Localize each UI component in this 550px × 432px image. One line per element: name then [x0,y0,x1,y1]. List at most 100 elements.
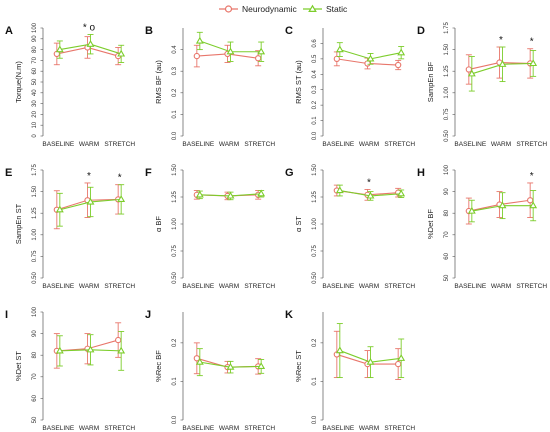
panel-g: Gα ST 0.50 0.75 1.00 1.25 1.50 BASELINE WARM STR… [285,164,415,290]
panel-label: G [285,167,294,179]
data-point-neurodynamic [255,55,262,62]
significance-marker: * [530,171,534,182]
x-tick-label-stretch: STRETCH [244,283,275,290]
data-point-static [117,49,126,57]
x-tick-label-stretch: STRETCH [104,141,135,148]
y-tick-label: 1.00 [32,228,38,240]
y-tick-label: 90 [32,35,38,42]
data-point-static [226,191,235,199]
y-tick-label: 0.0 [312,415,318,424]
y-tick-label: 90 [32,330,38,337]
data-point-static [257,189,266,197]
y-tick-label: 0.0 [172,131,178,140]
x-tick-label-baseline: BASELINE [322,141,354,148]
data-point-static [257,362,266,370]
x-tick-label-baseline: BASELINE [182,283,214,290]
data-point-static [226,362,235,370]
panel-i: I %Det ST 50 60 70 80 90 100 BASELINE WARM STRETCH [5,306,135,432]
data-point-static [397,354,406,361]
y-tick-label: 0.50 [172,272,178,284]
y-tick-label: 1.50 [172,164,178,176]
y-tick-label: 0.0 [312,131,318,140]
y-axis-label: α ST [294,216,303,232]
y-axis-label: Torque(N.m) [14,61,23,103]
x-tick-label-stretch: STRETCH [104,283,135,290]
significance-marker: * [118,173,122,184]
data-point-static [257,47,266,55]
data-point-static [86,39,95,47]
x-tick-label-baseline: BASELINE [322,283,354,290]
x-tick-label-warm: WARM [359,425,379,432]
y-tick-label: 0.5 [312,54,318,63]
data-point-static [195,190,204,198]
data-point-static [55,346,64,354]
panel-k: K %Rec ST 0.0 0.1 0.2 BASELINE WARM STRETCH [285,309,415,432]
panel-c: C RMS ST (au) 0.0 0.1 0.2 0.3 0.4 0.5 0.6 BASELIN… [285,25,415,148]
y-tick-label: 1.25 [172,191,178,203]
data-point-neurodynamic [193,52,200,60]
panel-label: E [5,167,12,179]
panel-label: A [5,25,13,37]
y-tick-label: 0.1 [172,110,178,119]
y-tick-label: 1.25 [32,207,38,219]
x-tick-label-baseline: BASELINE [322,425,354,432]
y-tick-label: 50 [32,78,38,85]
y-tick-label: 70 [32,56,38,63]
y-tick-label: 0 [32,134,38,138]
x-tick-label-warm: WARM [79,283,99,290]
x-tick-label-stretch: STRETCH [516,283,547,290]
y-tick-label: 80 [32,351,38,358]
panel-label: J [145,309,151,321]
data-point-neurodynamic [395,61,402,69]
y-tick-label: 0.2 [312,338,318,347]
y-tick-label: 1.75 [444,22,450,34]
data-point-static [529,201,538,209]
significance-marker: * o [83,22,96,33]
data-point-static [86,197,95,205]
y-tick-label: 0.75 [172,245,178,257]
y-tick-label: 0.2 [172,88,178,97]
data-point-static [195,36,204,44]
y-tick-label: 30 [32,100,38,107]
y-axis-label: %Det ST [14,351,23,381]
y-tick-label: 60 [444,252,450,259]
x-tick-label-stretch: STRETCH [516,141,547,148]
significance-marker: * [87,171,91,182]
data-point-static [117,346,126,354]
x-tick-label-baseline: BASELINE [182,425,214,432]
data-point-static [467,69,476,77]
data-point-static [335,45,344,53]
y-tick-label: 0.1 [312,377,318,386]
panel-j: J %Rec BF 0.0 0.1 0.2 BASELINE WARM STRETCH [145,309,275,432]
data-point-static [86,345,95,353]
data-point-neurodynamic [395,360,402,368]
panel-a: A Torque(N.m) 0 10 20 30 40 50 60 70 80 90 100 BASELI… [5,22,135,148]
y-tick-label: 0.3 [312,85,318,94]
y-tick-label: 0.4 [312,69,318,78]
panel-label: C [285,25,293,37]
y-tick-label: 100 [32,306,38,317]
x-tick-label-baseline: BASELINE [454,141,486,148]
y-tick-label: 10 [32,121,38,128]
significance-marker: * [499,35,503,46]
y-axis-label: α BF [154,216,163,232]
data-point-static [366,357,375,365]
panel-d: D SampEn BF 0.50 0.75 1.00 1.25 1.50 1.75 BASELI… [417,22,547,148]
legend-item-neurodynamic: Neurodynamic [219,4,298,14]
y-tick-label: 20 [32,110,38,117]
y-axis-label: RMS ST (au) [294,60,303,104]
x-tick-label-warm: WARM [219,141,239,148]
y-tick-label: 0.75 [312,245,318,257]
panel-f: Fα BF 0.50 0.75 1.00 1.25 1.50 BASELINE WARM STR… [145,164,275,290]
y-tick-label: 70 [444,231,450,238]
data-point-static [498,201,507,209]
x-tick-label-warm: WARM [219,425,239,432]
y-tick-label: 1.25 [444,65,450,77]
panel-label: K [285,309,293,321]
panel-label: I [5,309,8,321]
x-tick-label-warm: WARM [491,283,511,290]
y-tick-label: 0.6 [312,39,318,48]
y-tick-label: 80 [444,209,450,216]
x-tick-label-stretch: STRETCH [384,425,415,432]
x-tick-label-warm: WARM [359,141,379,148]
